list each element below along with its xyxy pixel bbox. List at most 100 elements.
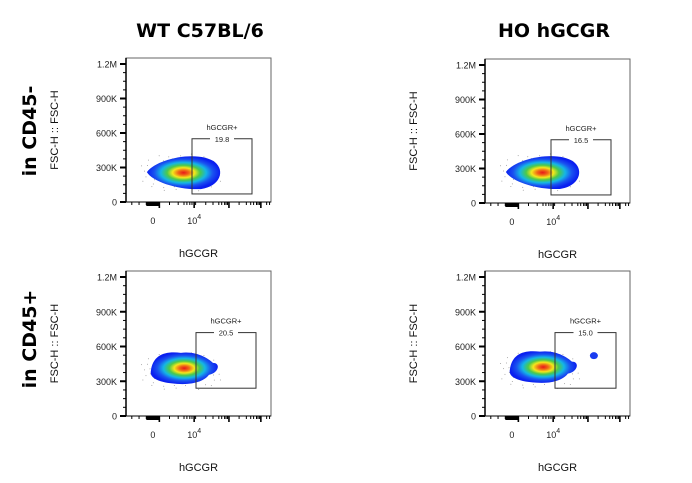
event-dot (508, 367, 510, 369)
event-dot (162, 160, 164, 162)
density-population (509, 351, 577, 383)
x-zero-tick-cluster (146, 416, 160, 420)
y-tick-label: 300K (455, 164, 476, 174)
event-dot (219, 180, 221, 182)
event-dot (505, 362, 507, 364)
event-dot (158, 155, 160, 157)
event-dot (572, 378, 574, 380)
event-dot (198, 190, 200, 192)
event-dot (198, 389, 200, 391)
event-dot (503, 368, 505, 370)
event-dot (577, 372, 579, 374)
event-dot (212, 374, 214, 376)
x-zero-tick-cluster (505, 203, 519, 207)
event-dot (532, 383, 534, 385)
event-dot (539, 155, 541, 157)
event-dot (141, 364, 143, 366)
event-dot (506, 159, 508, 161)
event-dot (578, 180, 580, 182)
event-dot (173, 385, 175, 387)
x-tick-label: 104 (546, 428, 560, 440)
event-dot (505, 164, 507, 166)
event-dot (142, 180, 144, 182)
event-dot (562, 353, 564, 355)
x-tick-label: 0 (150, 430, 155, 440)
y-tick-label: 1.2M (456, 61, 476, 71)
event-dot (213, 379, 215, 381)
gate-label-mask (214, 330, 238, 335)
event-dot (210, 385, 212, 387)
event-dot (163, 187, 165, 189)
event-dot (146, 363, 148, 365)
y-tick-label: 600K (455, 130, 476, 140)
event-dot (151, 384, 153, 386)
plot-frame (125, 270, 272, 417)
event-dot (564, 383, 566, 385)
event-dot (180, 155, 182, 157)
y-tick-label: 900K (96, 307, 117, 317)
event-dot (501, 378, 503, 380)
x-tick-exponent: 4 (197, 428, 201, 435)
event-dot (534, 386, 536, 388)
gate-name: hGCGR+ (206, 123, 238, 132)
gate-percent: 16.5 (574, 136, 589, 145)
event-dot (163, 388, 165, 390)
event-dot (517, 155, 519, 157)
y-tick-label: 1.2M (97, 273, 117, 283)
y-tick-label: 1.2M (456, 273, 476, 283)
event-dot (522, 387, 524, 389)
y-tick-label: 0 (471, 199, 476, 209)
event-dot (544, 384, 546, 386)
x-axis-label: hGCGR (538, 462, 577, 474)
event-dot (504, 176, 506, 178)
x-tick-label: 0 (509, 430, 514, 440)
event-dot (572, 358, 574, 360)
event-dot (203, 355, 205, 357)
x-axis-label: hGCGR (179, 248, 218, 260)
event-dot (210, 186, 212, 188)
x-tick-label: 104 (187, 214, 201, 226)
x-tick-exponent: 4 (197, 214, 201, 221)
x-tick-exponent: 4 (556, 215, 560, 222)
event-dot (142, 379, 144, 381)
y-axis-label: FSC-H :: FSC-H (408, 91, 420, 170)
event-dot (562, 156, 564, 158)
x-zero-tick-cluster (505, 416, 519, 420)
y-tick-label: 900K (455, 95, 476, 105)
event-dot (203, 156, 205, 158)
gate-name: hGCGR+ (565, 124, 597, 133)
event-dot (527, 156, 529, 158)
event-dot (175, 387, 177, 389)
event-dot (149, 373, 151, 375)
event-dot (146, 164, 148, 166)
event-dot (506, 357, 508, 359)
x-tick-label: 104 (546, 215, 560, 227)
y-tick-label: 600K (96, 129, 117, 139)
event-dot (569, 186, 571, 188)
event-dot (158, 353, 160, 355)
event-dot (147, 358, 149, 360)
event-dot (152, 183, 154, 185)
y-tick-label: 1.2M (97, 60, 117, 70)
event-dot (218, 373, 220, 375)
gate-label-mask (573, 330, 598, 335)
event-dot (503, 170, 505, 172)
event-dot (511, 183, 513, 185)
y-tick-label: 900K (96, 94, 117, 104)
x-tick-label: 0 (150, 216, 155, 226)
event-dot (522, 384, 524, 386)
event-dot (151, 186, 153, 188)
event-dot (578, 378, 580, 380)
y-tick-label: 600K (96, 342, 117, 352)
event-dot (569, 383, 571, 385)
event-dot (557, 190, 559, 192)
y-tick-label: 300K (455, 377, 476, 387)
event-dot (510, 186, 512, 188)
y-tick-label: 300K (96, 163, 117, 173)
event-dot (145, 176, 147, 178)
x-axis-label: hGCGR (538, 249, 577, 261)
gate-percent: 19.8 (215, 135, 230, 144)
